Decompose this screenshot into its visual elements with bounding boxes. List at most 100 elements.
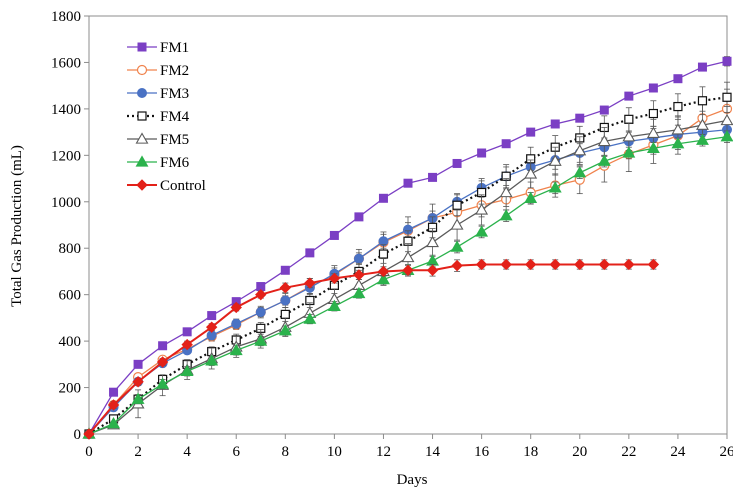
data-point [624,114,634,124]
x-tick-label: 6 [232,444,240,460]
x-tick-label: 22 [621,444,636,460]
legend-label: FM3 [160,86,189,102]
data-point [426,254,439,266]
x-tick-label: 14 [425,444,441,460]
data-point [401,250,415,263]
data-point [428,172,438,182]
data-point [132,376,144,388]
data-point [622,146,636,158]
data-point [720,113,733,126]
data-point [622,130,636,142]
data-point [353,253,364,264]
x-axis-title: Days [397,472,428,488]
legend-item-fm6: FM6 [127,155,190,171]
data-point [475,203,489,215]
data-point [671,123,685,135]
data-point [156,356,169,368]
data-point [136,179,148,191]
legend-label: FM5 [160,132,189,148]
data-point [475,225,489,237]
data-point [499,209,513,221]
x-tick-label: 12 [376,444,391,460]
series-layer [82,56,733,440]
data-point [426,235,439,248]
legend: FM1 FM2 FM3 FM4 FM5 FM6 Control [127,40,206,194]
data-point [697,96,708,106]
data-point [648,108,658,119]
data-point [378,193,388,203]
data-point [131,392,145,404]
data-point [526,127,536,137]
x-tick-label: 24 [670,444,686,460]
legend-item-fm3: FM3 [127,86,189,102]
data-point [450,218,464,230]
legend-item-fm5: FM5 [127,132,189,148]
data-point [229,343,243,356]
data-point [327,299,341,311]
data-point [137,111,147,121]
data-point [254,334,268,346]
y-tick-label: 1000 [51,195,81,211]
data-point [353,269,365,281]
data-point [280,265,290,275]
y-tick-label: 1800 [51,9,81,25]
x-tick-label: 2 [134,444,142,460]
data-point [304,277,316,289]
data-point [623,258,635,271]
data-point [671,137,685,149]
y-tick-label: 1600 [51,55,81,71]
series-line [88,263,654,435]
data-point [107,416,120,429]
x-tick-label: 4 [183,444,191,460]
data-point [426,264,439,276]
data-point [180,364,194,376]
legend-label: Control [160,178,206,194]
data-point [230,301,242,314]
data-point [646,141,660,154]
data-point [477,148,487,158]
data-point [646,126,660,138]
data-point [599,105,609,115]
data-point [722,92,732,102]
data-point [205,321,218,333]
data-point [524,191,538,203]
data-point [597,154,611,166]
data-point [377,265,390,278]
data-point [135,155,149,167]
data-point [133,359,143,369]
data-point [550,119,560,129]
data-point [501,139,511,149]
data-point [524,258,537,271]
data-point [278,324,292,336]
data-point [83,428,95,440]
data-point [573,166,587,178]
legend-item-fm2: FM2 [127,63,189,79]
data-point [549,258,561,271]
data-point [135,132,149,144]
data-point [500,258,512,271]
x-tick-label: 18 [523,444,538,460]
data-point [181,338,193,351]
y-axis-title: Total Gas Production (mL) [9,145,25,307]
data-point [205,354,219,366]
data-point [136,64,148,76]
y-tick-label: 800 [59,241,82,257]
y-tick-label: 1400 [51,102,81,118]
data-point [255,307,266,318]
data-point [207,311,217,321]
data-point [182,327,192,337]
y-tick-label: 1200 [51,148,81,164]
data-point [647,258,660,271]
data-point [305,248,315,258]
data-point [156,377,170,389]
data-point [548,181,562,193]
data-point [475,258,488,271]
data-point [696,133,709,145]
x-tick-label: 26 [720,444,733,460]
data-point [403,178,413,188]
y-tick-label: 600 [59,288,82,304]
data-point [352,286,366,299]
legend-label: FM1 [160,40,189,56]
legend-item-fm4: FM4 [127,109,190,125]
